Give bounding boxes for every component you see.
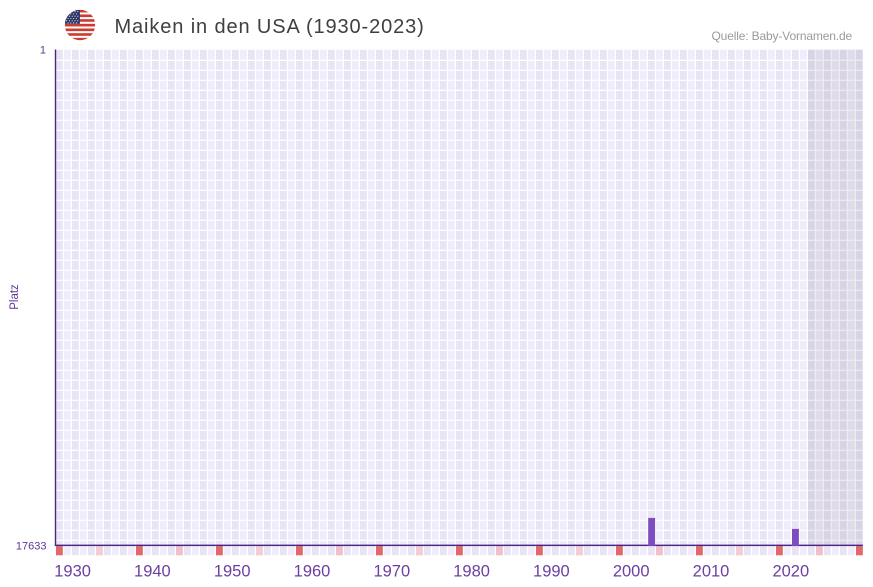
svg-text:1990: 1990 bbox=[533, 563, 570, 581]
svg-text:17633: 17633 bbox=[16, 541, 47, 553]
svg-text:2010: 2010 bbox=[693, 563, 730, 581]
svg-text:2020: 2020 bbox=[772, 563, 809, 581]
svg-text:1970: 1970 bbox=[373, 563, 410, 581]
svg-text:Platz: Platz bbox=[9, 284, 21, 310]
svg-text:1960: 1960 bbox=[294, 563, 331, 581]
svg-text:Quelle: Baby-Vornamen.de: Quelle: Baby-Vornamen.de bbox=[712, 29, 853, 43]
svg-text:1950: 1950 bbox=[214, 563, 251, 581]
svg-text:1930: 1930 bbox=[54, 563, 91, 581]
svg-text:2000: 2000 bbox=[613, 563, 650, 581]
svg-text:1940: 1940 bbox=[134, 563, 171, 581]
svg-text:1: 1 bbox=[40, 45, 46, 57]
svg-text:1980: 1980 bbox=[453, 563, 490, 581]
svg-text:Maiken in den USA (1930-2023): Maiken in den USA (1930-2023) bbox=[115, 16, 425, 38]
